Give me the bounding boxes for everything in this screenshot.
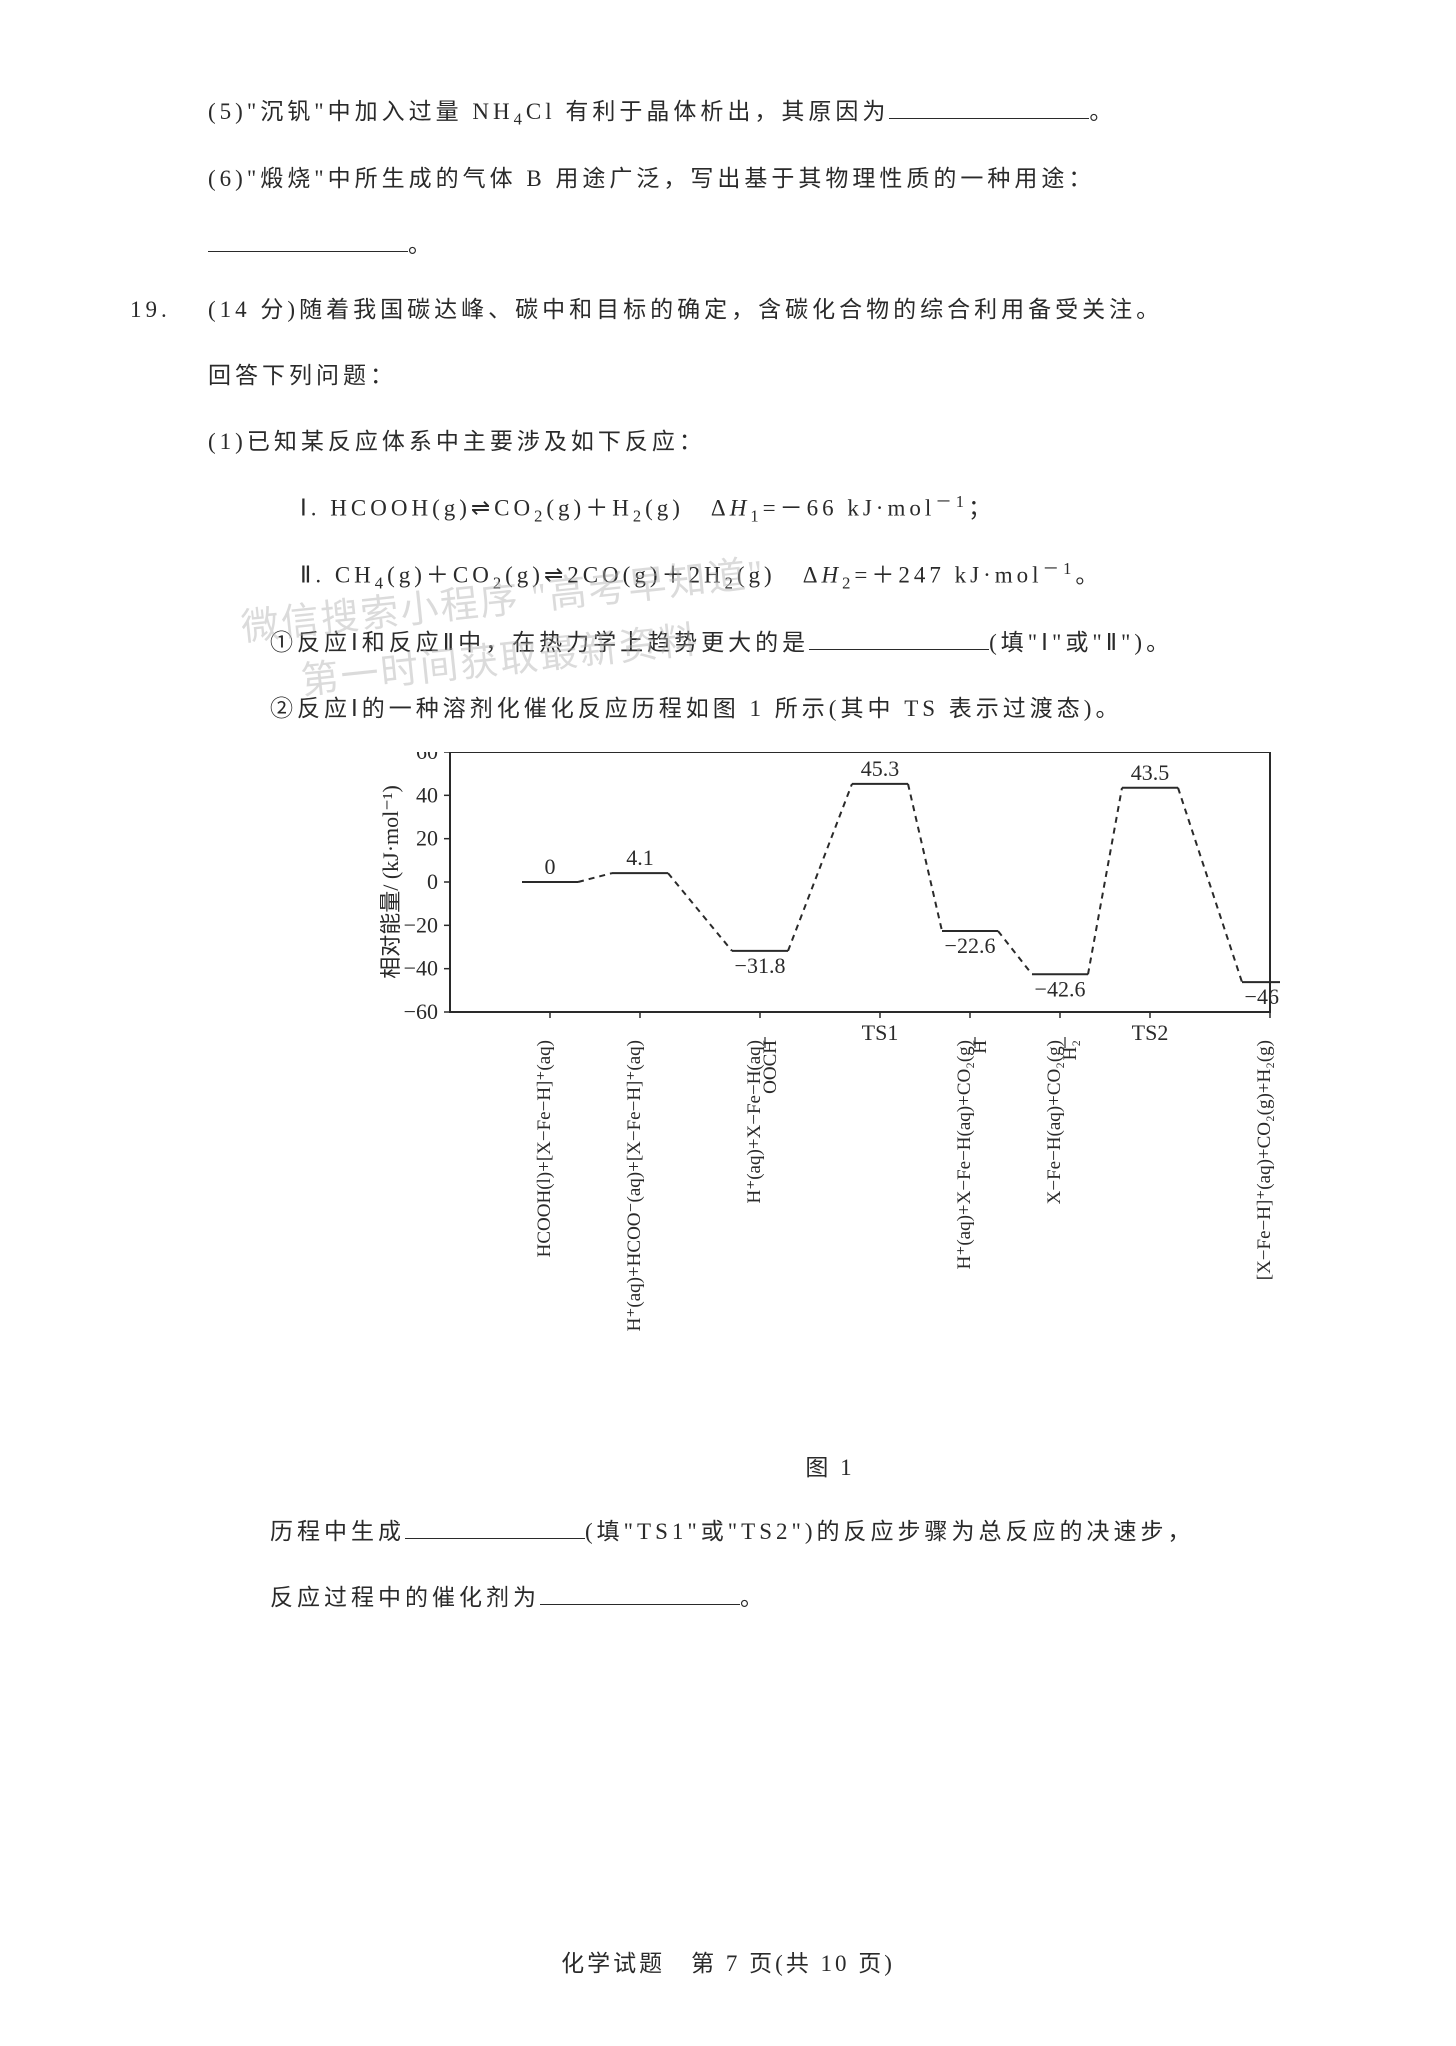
svg-text:60: 60 <box>416 752 438 764</box>
svg-text:−40: −40 <box>404 956 438 981</box>
svg-text:H⁺(aq)+X−Fe−H(aq)+CO₂(g): H⁺(aq)+X−Fe−H(aq)+CO₂(g) <box>954 1040 975 1269</box>
q5-text: (5)"沉钒"中加入过量 NH <box>208 99 514 124</box>
svg-text:40: 40 <box>416 783 438 808</box>
equation-2: Ⅱ. CH4(g)＋CO2(g)⇌2CO(g)＋2H2(g) ΔH2=＋247 … <box>130 553 1326 599</box>
q19-after-1: 历程中生成(填"TS1"或"TS2")的反应步骤为总反应的决速步， <box>130 1510 1326 1554</box>
q19-lead2: 回答下列问题： <box>130 354 1326 398</box>
question-6: (6)"煅烧"中所生成的气体 B 用途广泛，写出基于其物理性质的一种用途： <box>130 157 1326 201</box>
svg-text:[X−Fe−H]⁺(aq)+CO₂(g)+H₂(g): [X−Fe−H]⁺(aq)+CO₂(g)+H₂(g) <box>1254 1040 1275 1280</box>
q19-p1a: ①反应Ⅰ和反应Ⅱ中，在热力学上趋势更大的是(填"Ⅰ"或"Ⅱ")。 <box>130 621 1326 665</box>
svg-text:20: 20 <box>416 826 438 851</box>
blank <box>208 226 408 251</box>
energy-profile-chart: −60 −40 −20 0 20 40 60 相对能量/ (kJ·mol⁻¹) 0 4.1 −31.… <box>380 752 1280 1490</box>
svg-text:0: 0 <box>545 854 556 879</box>
figure-caption: 图 1 <box>380 1446 1280 1490</box>
svg-text:TS2: TS2 <box>1132 1020 1169 1045</box>
q19-after-2: 反应过程中的催化剂为。 <box>130 1576 1326 1620</box>
blank <box>889 94 1089 119</box>
question-19: 19. (14 分)随着我国碳达峰、碳中和目标的确定，含碳化合物的综合利用备受关… <box>130 288 1326 332</box>
q19-number: 19. <box>130 288 208 332</box>
blank <box>540 1579 740 1604</box>
chart-svg: −60 −40 −20 0 20 40 60 相对能量/ (kJ·mol⁻¹) 0 4.1 −31.… <box>380 752 1280 1432</box>
q19-p1b: ②反应Ⅰ的一种溶剂化催化反应历程如图 1 所示(其中 TS 表示过渡态)。 <box>130 687 1326 731</box>
svg-text:−20: −20 <box>404 913 438 938</box>
svg-text:−60: −60 <box>404 999 438 1024</box>
svg-text:4.1: 4.1 <box>626 845 654 870</box>
svg-text:43.5: 43.5 <box>1131 760 1170 785</box>
question-5: (5)"沉钒"中加入过量 NH4Cl 有利于晶体析出，其原因为。 <box>130 90 1326 135</box>
q19-part1: (1)已知某反应体系中主要涉及如下反应： <box>130 420 1326 464</box>
page-footer: 化学试题 第 7 页(共 10 页) <box>0 1942 1456 1986</box>
svg-text:−22.6: −22.6 <box>945 933 996 958</box>
svg-text:X−Fe−H(aq)+CO₂(g): X−Fe−H(aq)+CO₂(g) <box>1044 1040 1065 1204</box>
blank <box>405 1514 585 1539</box>
svg-text:HCOOH(l)+[X−Fe−H]⁺(aq): HCOOH(l)+[X−Fe−H]⁺(aq) <box>534 1040 555 1257</box>
svg-text:H⁺(aq)+X−Fe−H(aq): H⁺(aq)+X−Fe−H(aq) <box>744 1040 765 1204</box>
svg-text:45.3: 45.3 <box>861 756 900 781</box>
question-6-blank-line: 。 <box>130 223 1326 267</box>
q19-lead: (14 分)随着我国碳达峰、碳中和目标的确定，含碳化合物的综合利用备受关注。 <box>208 288 1163 332</box>
blank <box>809 625 989 650</box>
svg-text:TS1: TS1 <box>862 1020 899 1045</box>
svg-text:H⁺(aq)+HCOO⁻(aq)+[X−Fe−H]⁺(aq): H⁺(aq)+HCOO⁻(aq)+[X−Fe−H]⁺(aq) <box>624 1040 645 1331</box>
svg-text:−31.8: −31.8 <box>735 953 786 978</box>
svg-text:−42.6: −42.6 <box>1035 977 1086 1002</box>
svg-text:−46.2: −46.2 <box>1245 984 1280 1009</box>
svg-text:相对能量/ (kJ·mol⁻¹): 相对能量/ (kJ·mol⁻¹) <box>380 786 403 980</box>
svg-text:0: 0 <box>427 869 438 894</box>
equation-1: Ⅰ. HCOOH(g)⇌CO2(g)＋H2(g) ΔH1=－66 kJ·mol－… <box>130 486 1326 532</box>
